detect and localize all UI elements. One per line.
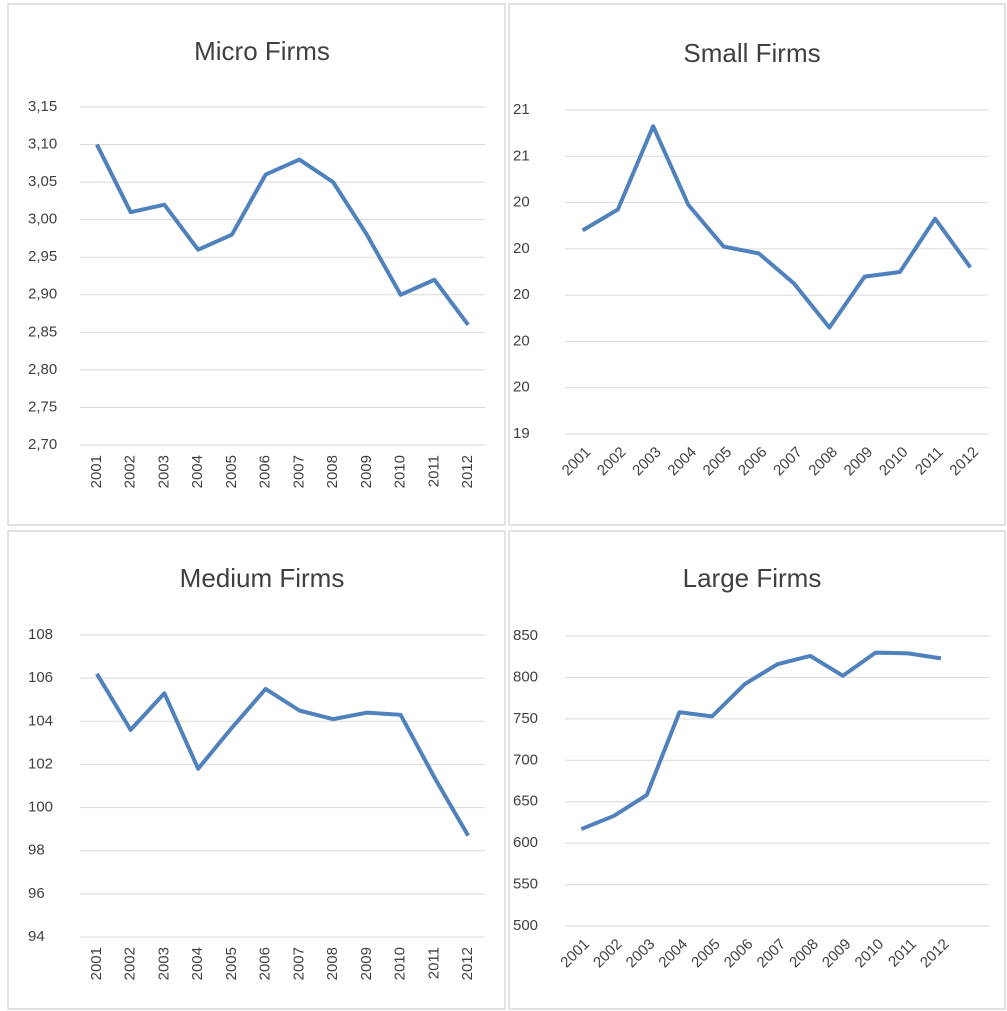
x-tick-label: 2008	[324, 455, 341, 488]
y-tick-label: 550	[513, 876, 538, 893]
x-tick-label: 2004	[655, 936, 691, 972]
y-tick-label: 20	[513, 194, 530, 211]
y-tick-label: 3,00	[28, 211, 57, 228]
x-tick-label: 2012	[917, 936, 953, 972]
x-tick-label: 2010	[392, 455, 409, 488]
y-tick-label: 108	[28, 626, 53, 643]
x-tick-label: 2012	[459, 455, 476, 488]
chart-title: Small Firms	[683, 38, 820, 68]
y-tick-label: 94	[28, 928, 45, 945]
y-tick-label: 2,70	[28, 436, 57, 453]
y-tick-label: 850	[513, 627, 538, 644]
data-line	[580, 650, 942, 831]
x-tick-label: 2003	[155, 947, 172, 980]
y-tick-label: 104	[28, 712, 53, 729]
data-line	[95, 672, 470, 837]
panel	[508, 530, 1006, 1010]
x-tick-label: 2010	[876, 444, 912, 480]
data-line	[581, 124, 972, 330]
x-tick-label: 2011	[885, 936, 920, 971]
panel	[7, 3, 506, 526]
y-tick-label: 500	[513, 917, 538, 934]
x-tick-label: 2006	[735, 444, 771, 480]
x-tick-label: 2001	[559, 444, 595, 480]
y-tick-label: 20	[513, 332, 530, 349]
x-tick-label: 2005	[700, 444, 736, 480]
y-tick-label: 600	[513, 834, 538, 851]
x-tick-label: 2007	[754, 936, 790, 972]
x-tick-label: 2002	[122, 947, 139, 980]
y-tick-label: 20	[513, 379, 530, 396]
x-tick-label: 2008	[805, 444, 841, 480]
x-tick-label: 2001	[88, 455, 105, 488]
x-tick-label: 2004	[189, 455, 206, 488]
x-tick-label: 2001	[88, 947, 105, 980]
x-tick-label: 2010	[392, 947, 409, 980]
x-tick-label: 2007	[290, 455, 307, 488]
y-tick-label: 96	[28, 885, 45, 902]
x-tick-label: 2011	[425, 455, 442, 487]
x-tick-label: 2003	[623, 936, 659, 972]
x-tick-label: 2006	[257, 947, 274, 980]
y-tick-label: 3,10	[28, 136, 57, 153]
x-tick-label: 2004	[189, 947, 206, 980]
data-line	[95, 143, 470, 327]
y-tick-label: 700	[513, 751, 538, 768]
x-tick-label: 2007	[770, 444, 806, 480]
y-tick-label: 750	[513, 710, 538, 727]
x-tick-label: 2012	[946, 444, 982, 480]
y-tick-label: 2,85	[28, 323, 57, 340]
y-tick-label: 3,15	[28, 98, 57, 115]
x-tick-label: 2006	[721, 936, 757, 972]
chart-title: Medium Firms	[180, 563, 345, 593]
y-tick-label: 650	[513, 793, 538, 810]
x-tick-label: 2006	[257, 455, 274, 488]
x-tick-label: 2002	[590, 936, 626, 972]
chart-title: Large Firms	[683, 563, 822, 593]
x-tick-label: 2009	[819, 936, 855, 972]
x-tick-label: 2012	[459, 947, 476, 980]
x-tick-label: 2005	[688, 936, 724, 972]
y-tick-label: 2,90	[28, 286, 57, 303]
y-tick-label: 2,95	[28, 248, 57, 265]
y-tick-label: 21	[513, 147, 530, 164]
y-tick-label: 20	[513, 286, 530, 303]
x-tick-label: 2009	[358, 947, 375, 980]
y-tick-label: 3,05	[28, 173, 57, 190]
x-tick-label: 2008	[324, 947, 341, 980]
y-tick-label: 100	[28, 799, 53, 816]
y-tick-label: 106	[28, 669, 53, 686]
x-tick-label: 2002	[594, 444, 630, 480]
panel	[508, 3, 1006, 526]
y-tick-label: 2,75	[28, 398, 57, 415]
x-tick-label: 2001	[557, 936, 593, 972]
x-tick-label: 2003	[629, 444, 665, 480]
y-tick-label: 19	[513, 425, 530, 442]
y-tick-label: 800	[513, 668, 538, 685]
y-tick-label: 98	[28, 842, 45, 859]
x-tick-label: 2011	[425, 947, 442, 979]
x-tick-label: 2002	[122, 455, 139, 488]
y-tick-label: 2,80	[28, 361, 57, 378]
chart-title: Micro Firms	[194, 36, 330, 66]
x-tick-label: 2008	[786, 936, 822, 972]
y-tick-label: 20	[513, 240, 530, 257]
x-tick-label: 2005	[223, 947, 240, 980]
x-tick-label: 2009	[358, 455, 375, 488]
x-tick-label: 2004	[664, 444, 700, 480]
x-tick-label: 2011	[912, 444, 947, 479]
x-tick-label: 2009	[841, 444, 877, 480]
x-tick-label: 2007	[290, 947, 307, 980]
x-tick-label: 2003	[155, 455, 172, 488]
x-tick-label: 2005	[223, 455, 240, 488]
y-tick-label: 21	[513, 101, 530, 118]
y-tick-label: 102	[28, 755, 53, 772]
panel	[7, 530, 506, 1010]
x-tick-label: 2010	[852, 936, 888, 972]
